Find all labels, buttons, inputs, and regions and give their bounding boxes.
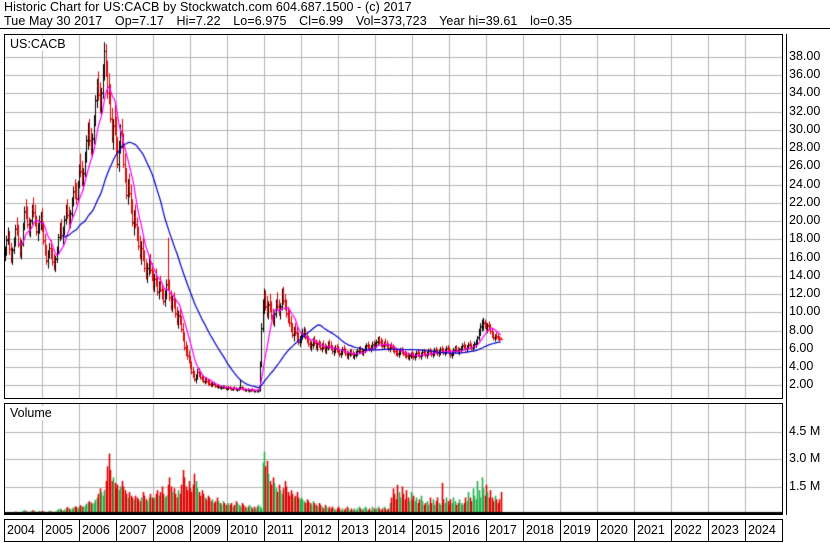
price-plot-canvas xyxy=(5,35,782,398)
year-tick-2023: 2023 xyxy=(708,520,745,541)
price-tick-8.00: 8.00 xyxy=(789,322,814,337)
quote-year-low: lo=0.35 xyxy=(530,14,573,28)
price-tick-26.00: 26.00 xyxy=(789,158,821,173)
year-tick-2015: 2015 xyxy=(412,520,449,541)
volume-axis-labels: 4.5 M 3.0 M 1.5 M xyxy=(789,403,830,515)
price-axis-labels: 38.00 36.00 34.00 32.00 30.00 28.00 26.00 24.00… xyxy=(789,34,830,399)
year-tick-2017: 2017 xyxy=(486,520,523,541)
volume-chart-panel[interactable] xyxy=(4,403,783,515)
quote-year-high: Year hi=39.61 xyxy=(439,14,518,28)
year-tick-2018: 2018 xyxy=(523,520,560,541)
volume-plot-canvas xyxy=(5,404,782,514)
price-tick-12.00: 12.00 xyxy=(789,286,821,301)
year-tick-2011: 2011 xyxy=(264,520,301,541)
year-tick-2021: 2021 xyxy=(634,520,671,541)
year-tick-2019: 2019 xyxy=(560,520,597,541)
year-tick-2024: 2024 xyxy=(745,520,782,541)
price-tick-30.00: 30.00 xyxy=(789,121,821,136)
volume-tick-30M: 3.0 M xyxy=(789,451,821,465)
chart-title: Historic Chart for US:CACB by Stockwatch… xyxy=(4,0,412,14)
price-tick-34.00: 34.00 xyxy=(789,85,821,100)
axis-divider-rule xyxy=(786,34,787,515)
year-tick-2020: 2020 xyxy=(597,520,634,541)
price-tick-38.00: 38.00 xyxy=(789,48,821,63)
price-tick-20.00: 20.00 xyxy=(789,213,821,228)
symbol-label: US:CACB xyxy=(9,37,68,51)
volume-tick-15M: 1.5 M xyxy=(789,478,821,493)
quote-high: Hi=7.22 xyxy=(176,14,221,28)
year-axis-panel: 2004 2005 2006 2007 2008 2009 2010 2011 2012 2013… xyxy=(4,519,783,542)
volume-panel-label: Volume xyxy=(9,406,54,420)
year-tick-2012: 2012 xyxy=(301,520,338,541)
price-tick-6.00: 6.00 xyxy=(789,340,814,355)
quote-open: Op=7.17 xyxy=(114,14,164,28)
price-tick-28.00: 28.00 xyxy=(789,140,821,155)
price-chart-panel[interactable] xyxy=(4,34,783,399)
price-tick-22.00: 22.00 xyxy=(789,194,821,209)
year-tick-2006: 2006 xyxy=(79,520,116,541)
year-tick-2004: 2004 xyxy=(7,523,35,537)
year-tick-2005: 2005 xyxy=(42,520,79,541)
price-tick-24.00: 24.00 xyxy=(789,176,821,191)
price-tick-14.00: 14.00 xyxy=(789,267,821,282)
price-tick-32.00: 32.00 xyxy=(789,103,821,118)
chart-header: Historic Chart for US:CACB by Stockwatch… xyxy=(0,0,830,29)
year-tick-2016: 2016 xyxy=(449,520,486,541)
volume-tick-45M: 4.5 M xyxy=(789,423,821,438)
year-tick-2022: 2022 xyxy=(671,520,708,541)
year-tick-2009: 2009 xyxy=(190,520,227,541)
year-tick-2008: 2008 xyxy=(153,520,190,541)
price-tick-2.00: 2.00 xyxy=(789,377,814,392)
price-tick-18.00: 18.00 xyxy=(789,231,821,246)
price-tick-4.00: 4.00 xyxy=(789,358,814,373)
quote-line: Tue May 30 2017 Op=7.17 Hi=7.22 Lo=6.975… xyxy=(4,14,572,28)
price-tick-36.00: 36.00 xyxy=(789,67,821,82)
year-tick-2014: 2014 xyxy=(375,520,412,541)
quote-date: Tue May 30 2017 xyxy=(4,14,103,28)
year-tick-2010: 2010 xyxy=(227,520,264,541)
quote-close: Cl=6.99 xyxy=(299,14,344,28)
year-tick-2007: 2007 xyxy=(116,520,153,541)
price-tick-16.00: 16.00 xyxy=(789,249,821,264)
quote-volume: Vol=373,723 xyxy=(355,14,427,28)
year-tick-2013: 2013 xyxy=(338,520,375,541)
price-tick-10.00: 10.00 xyxy=(789,304,821,319)
quote-low: Lo=6.975 xyxy=(233,14,287,28)
